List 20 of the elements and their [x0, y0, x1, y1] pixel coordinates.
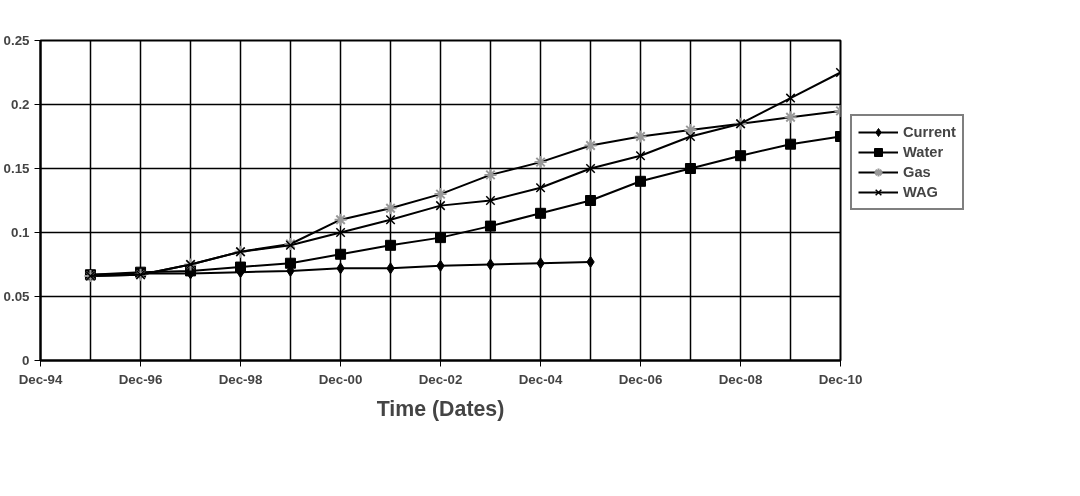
legend-label: Current [903, 124, 956, 140]
legend-label: WAG [903, 184, 939, 200]
x-tick-label: Dec-10 [818, 371, 863, 387]
x-tick-label: Dec-96 [118, 371, 163, 387]
y-tick-label: 0.2 [10, 97, 30, 112]
y-tick-label: 0.05 [3, 289, 31, 304]
x-tick-label: Dec-00 [318, 371, 363, 387]
y-tick-label: 0 [22, 353, 30, 368]
x-tick-label: Dec-02 [418, 371, 463, 387]
y-tick-label: 0.25 [3, 33, 31, 48]
x-tick-label: Dec-04 [518, 371, 564, 387]
x-axis-title: Time (Dates) [376, 396, 505, 421]
x-tick-label: Dec-98 [218, 371, 263, 387]
y-tick-label: 0.15 [3, 161, 31, 176]
legend-label: Gas [903, 164, 931, 180]
legend-label: Water [903, 144, 944, 160]
x-tick-label: Dec-08 [718, 371, 763, 387]
x-tick-label: Dec-06 [618, 371, 663, 387]
x-tick-label: Dec-94 [18, 371, 63, 387]
y-tick-label: 0.1 [10, 225, 31, 240]
